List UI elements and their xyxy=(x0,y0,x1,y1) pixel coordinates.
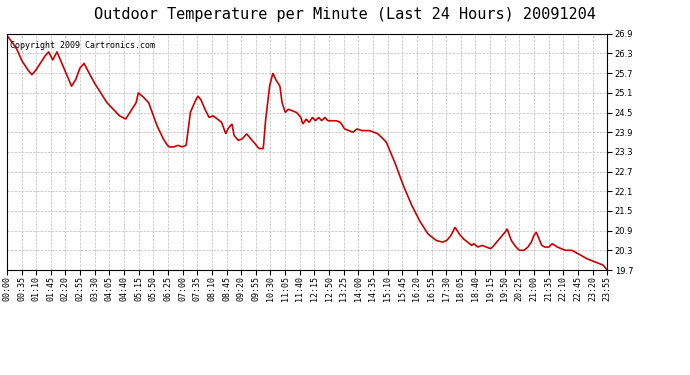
Text: Copyright 2009 Cartronics.com: Copyright 2009 Cartronics.com xyxy=(10,41,155,50)
Text: Outdoor Temperature per Minute (Last 24 Hours) 20091204: Outdoor Temperature per Minute (Last 24 … xyxy=(94,8,596,22)
